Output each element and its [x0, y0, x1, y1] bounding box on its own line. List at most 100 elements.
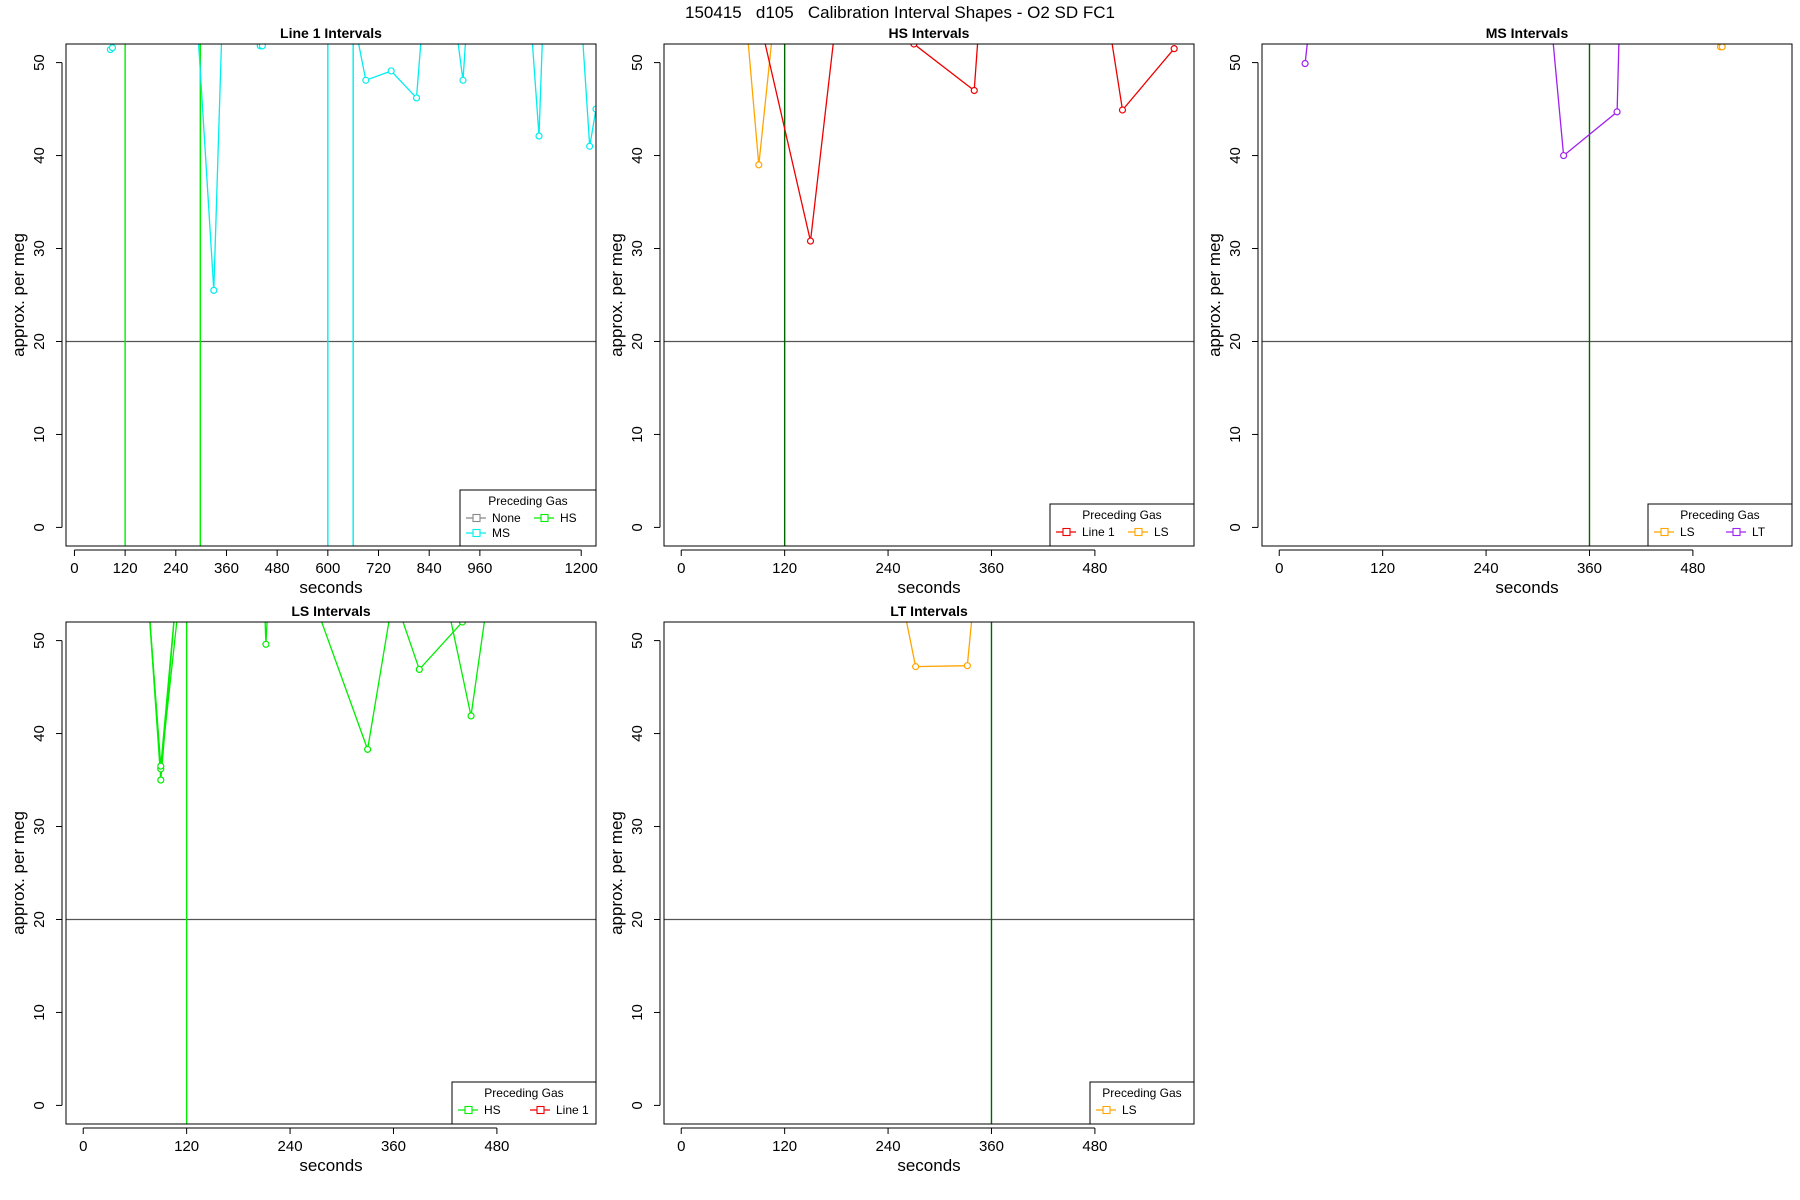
y-tick-label: 0 — [31, 523, 48, 531]
y-tick-label: 50 — [31, 54, 48, 71]
y-tick-label: 20 — [31, 911, 48, 928]
chart-panels: Line 1 Intervals 0 120 240 360 480 600 720 840 96… — [9, 25, 1793, 1175]
x-tick-label: 360 — [214, 560, 239, 577]
y-axis-label: approx. per meg — [607, 811, 626, 935]
y-axis-label: approx. per meg — [9, 811, 28, 935]
plot-frame — [663, 621, 1195, 1125]
legend-box — [1089, 1081, 1195, 1125]
legend-swatch-marker — [464, 1105, 473, 1115]
y-axis-label: approx. per meg — [607, 233, 626, 357]
legend-label: HS — [484, 1103, 501, 1117]
x-tick-label: 0 — [1275, 560, 1283, 577]
y-axis-label: approx. per meg — [1205, 233, 1224, 357]
chart-panel-3: MS Intervals 0 120 240 360 480 seconds 0 10 20 30 4… — [1205, 25, 1793, 597]
legend-label: Line 1 — [1082, 525, 1115, 539]
legend-swatch-marker — [1732, 527, 1741, 537]
legend-entry: HS — [534, 511, 577, 525]
data-point — [364, 745, 372, 753]
data-point — [458, 622, 467, 626]
x-axis-label: seconds — [299, 578, 362, 597]
x-axis: 0 120 240 360 480 seconds — [1275, 549, 1705, 597]
y-axis-label: approx. per meg — [9, 233, 28, 357]
legend-swatch-marker — [1062, 527, 1071, 537]
y-tick-label: 10 — [629, 426, 646, 443]
series-line — [457, 44, 467, 81]
panel-title: LS Intervals — [291, 603, 371, 619]
x-tick-label: 0 — [677, 1138, 685, 1155]
chart-panel-2: HS Intervals 0 120 240 360 480 seconds 0 10 20 30 4… — [607, 25, 1195, 597]
legend-label: LS — [1122, 1103, 1137, 1117]
x-tick-label: 240 — [1474, 560, 1499, 577]
x-tick-label: 960 — [467, 560, 492, 577]
x-axis: 0 120 240 360 480 seconds — [677, 549, 1107, 597]
data-point — [210, 286, 218, 294]
y-tick-label: 40 — [31, 725, 48, 742]
legend: Preceding Gas LS LT — [1647, 503, 1793, 547]
legend: Preceding Gas None HS MS — [459, 489, 597, 547]
legend-entry: HS — [458, 1103, 501, 1117]
panel-title: LT Intervals — [890, 603, 968, 619]
series-line — [320, 622, 463, 752]
data-point — [258, 44, 266, 50]
x-tick-label: 240 — [876, 1138, 901, 1155]
legend-label: Line 1 — [556, 1103, 589, 1117]
x-tick-label: 480 — [265, 560, 290, 577]
reference-lines — [1262, 44, 1792, 546]
legend-entry: MS — [466, 526, 510, 540]
legend-label: LS — [1154, 525, 1169, 539]
panel-title: MS Intervals — [1486, 25, 1569, 41]
legend-box — [1049, 503, 1195, 547]
y-tick-label: 40 — [31, 147, 48, 164]
legend-swatch-marker — [536, 1105, 545, 1115]
data-series — [149, 622, 485, 784]
legend-entry: LS — [1128, 525, 1169, 539]
legend-title: Preceding Gas — [1082, 508, 1161, 522]
series-line — [747, 44, 773, 165]
x-tick-label: 120 — [1370, 560, 1395, 577]
y-tick-label: 20 — [31, 333, 48, 350]
legend-swatch-marker — [472, 513, 481, 523]
data-point — [1170, 45, 1178, 53]
y-tick-label: 30 — [31, 240, 48, 257]
y-tick-label: 50 — [31, 632, 48, 649]
data-point — [157, 762, 165, 770]
panel-title: HS Intervals — [889, 25, 970, 41]
x-tick-label: 240 — [278, 1138, 303, 1155]
panel-title: Line 1 Intervals — [280, 25, 382, 41]
legend-label: HS — [560, 511, 577, 525]
y-tick-label: 50 — [629, 54, 646, 71]
data-point — [362, 76, 370, 84]
y-tick-label: 10 — [31, 1004, 48, 1021]
data-point — [535, 132, 543, 140]
data-point — [157, 776, 165, 784]
legend-swatch-marker — [1660, 527, 1669, 537]
legend: Preceding Gas LS — [1089, 1081, 1195, 1125]
x-tick-label: 480 — [1082, 1138, 1107, 1155]
data-point — [910, 44, 918, 48]
series-line — [149, 622, 178, 769]
x-tick-label: 240 — [876, 560, 901, 577]
y-tick-label: 20 — [629, 911, 646, 928]
reference-lines — [664, 44, 1194, 546]
series-line — [531, 44, 543, 137]
reference-lines — [66, 622, 596, 1124]
x-tick-label: 840 — [417, 560, 442, 577]
legend-label: LT — [1752, 525, 1766, 539]
y-tick-label: 10 — [1227, 426, 1244, 443]
x-tick-label: 0 — [79, 1138, 87, 1155]
y-axis: 0 10 20 30 40 50 approx. per meg — [607, 54, 661, 532]
data-point — [912, 663, 920, 671]
y-tick-label: 10 — [31, 426, 48, 443]
data-series — [747, 44, 1178, 245]
data-point — [262, 640, 270, 648]
x-axis-label: seconds — [897, 578, 960, 597]
reference-lines — [66, 44, 596, 546]
series-line — [450, 622, 485, 717]
y-axis: 0 10 20 30 40 50 approx. per meg — [9, 54, 63, 532]
y-tick-label: 30 — [629, 240, 646, 257]
data-point — [1301, 59, 1309, 68]
series-line — [264, 622, 268, 645]
x-axis-label: seconds — [897, 1156, 960, 1175]
y-tick-label: 10 — [629, 1004, 646, 1021]
y-tick-label: 0 — [31, 1101, 48, 1109]
